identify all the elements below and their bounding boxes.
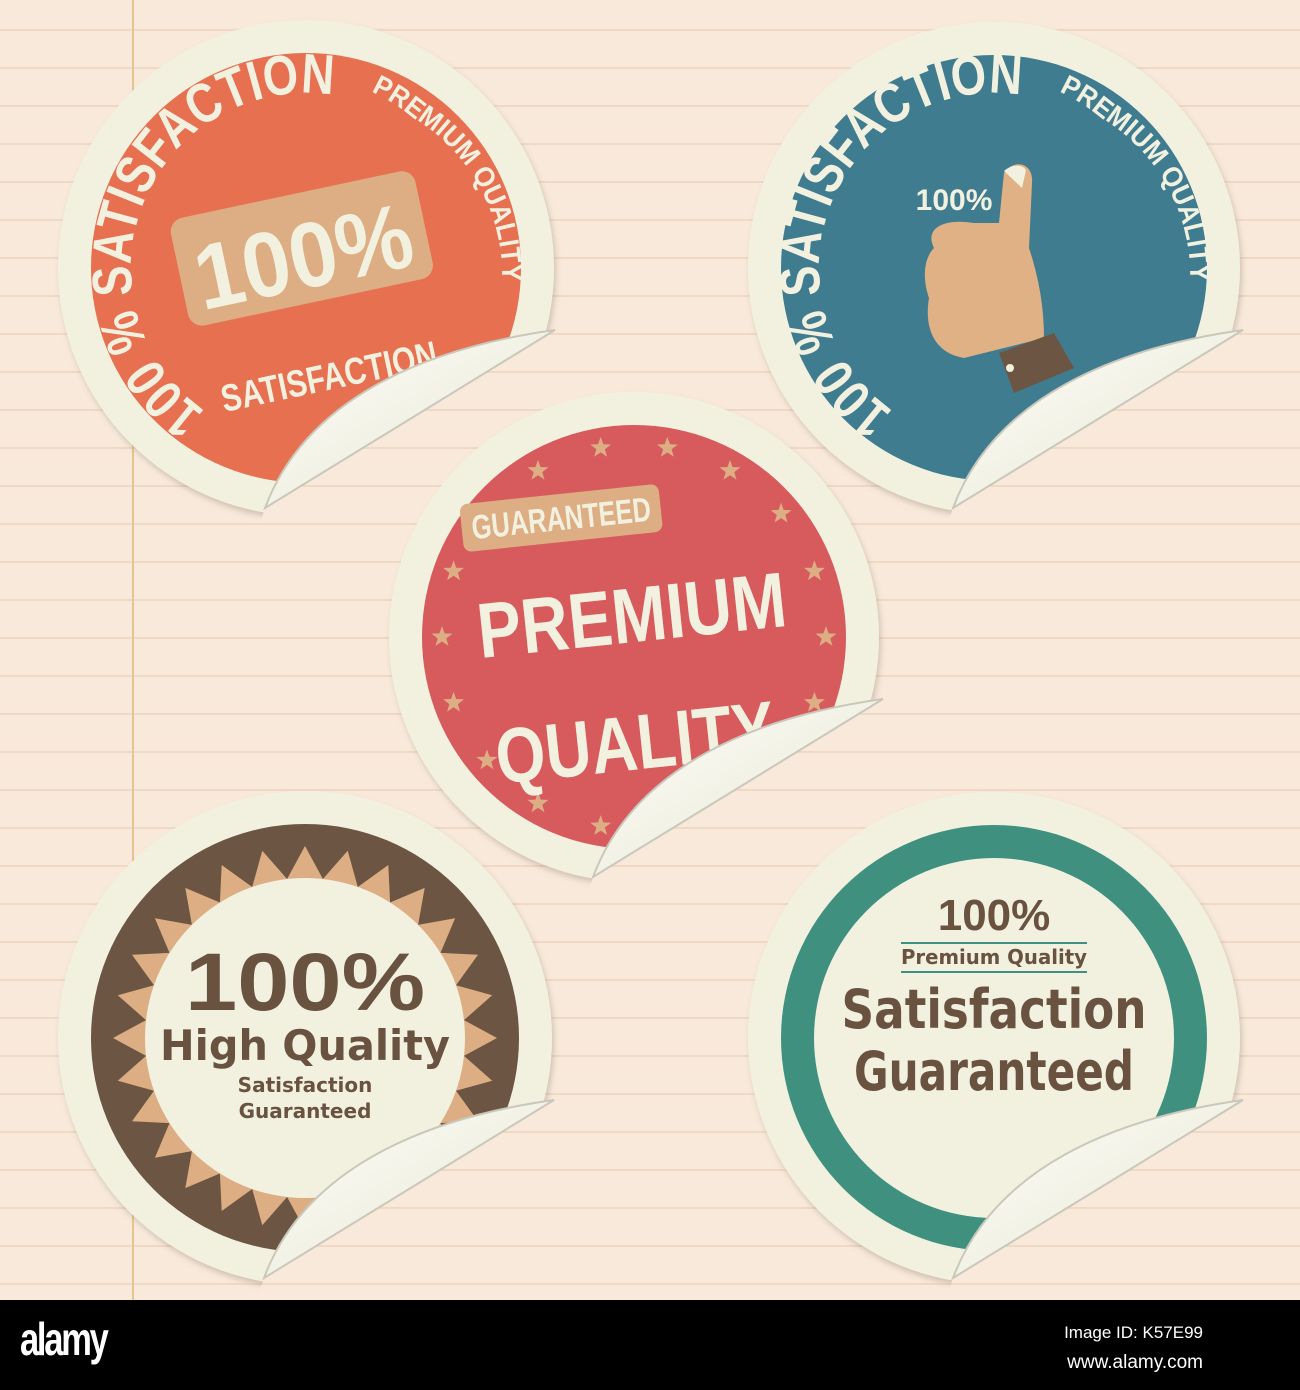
star-icon: [804, 560, 825, 581]
star-icon: [527, 792, 549, 813]
percent-text: 100%: [185, 937, 425, 1028]
star-icon: [719, 459, 741, 480]
star-icon: [476, 749, 498, 770]
peeled-corner: [591, 698, 884, 880]
guaranteed-text: Guaranteed: [854, 1040, 1134, 1103]
alamy-logo: alamy: [20, 1313, 109, 1365]
star-icon: [770, 502, 792, 523]
star-icon: [804, 691, 825, 712]
sticker-satisfaction-teal: 100% Premium Quality Satisfaction Guaran…: [748, 792, 1244, 1284]
peeled-corner: [262, 1099, 555, 1281]
footer-bar: alamy Image ID: K57E99 www.alamy.com: [0, 1300, 1300, 1390]
star-icon: [590, 815, 612, 835]
star-icon: [443, 560, 464, 581]
star-icon: [431, 626, 453, 646]
footer-url[interactable]: www.alamy.com: [1067, 1352, 1203, 1373]
guaranteed-text: Guaranteed: [239, 1099, 372, 1123]
thumbs-up-icon: [924, 164, 1074, 393]
sticker-premium-quality-red: GUARANTEED PREMIUM QUALITY: [389, 392, 884, 882]
star-icon: [815, 626, 837, 646]
center-label-box: [170, 171, 433, 326]
peeled-corner: [263, 329, 556, 511]
image-id: Image ID: K57E99: [1064, 1323, 1203, 1342]
star-icon: [443, 691, 464, 712]
satisfaction-text: Satisfaction: [238, 1073, 373, 1097]
peeled-corner: [951, 329, 1244, 511]
sticker-satisfaction-orange: 100 % SATISFACTION PREMIUM QUALITY 100% …: [58, 20, 556, 516]
high-quality-text: High Quality: [160, 1021, 450, 1070]
star-icon: [656, 436, 678, 457]
sticker-satisfaction-blue: 100 % SATISFACTION PREMIUM QUALITY 100%: [748, 22, 1244, 514]
center-small-text: 100%: [916, 184, 993, 217]
premium-quality-text: Premium Quality: [901, 945, 1087, 969]
percent-text: 100%: [938, 891, 1051, 940]
peeled-corner: [951, 1099, 1244, 1281]
satisfaction-text: Satisfaction: [842, 978, 1147, 1041]
star-icon: [527, 459, 549, 480]
star-icon: [590, 436, 612, 457]
guaranteed-badge: [459, 484, 663, 552]
sticker-artwork: 100 % SATISFACTION PREMIUM QUALITY 100% …: [0, 0, 1300, 1300]
sticker-high-quality-brown: 100% High Quality Satisfaction Guarantee…: [58, 791, 555, 1285]
